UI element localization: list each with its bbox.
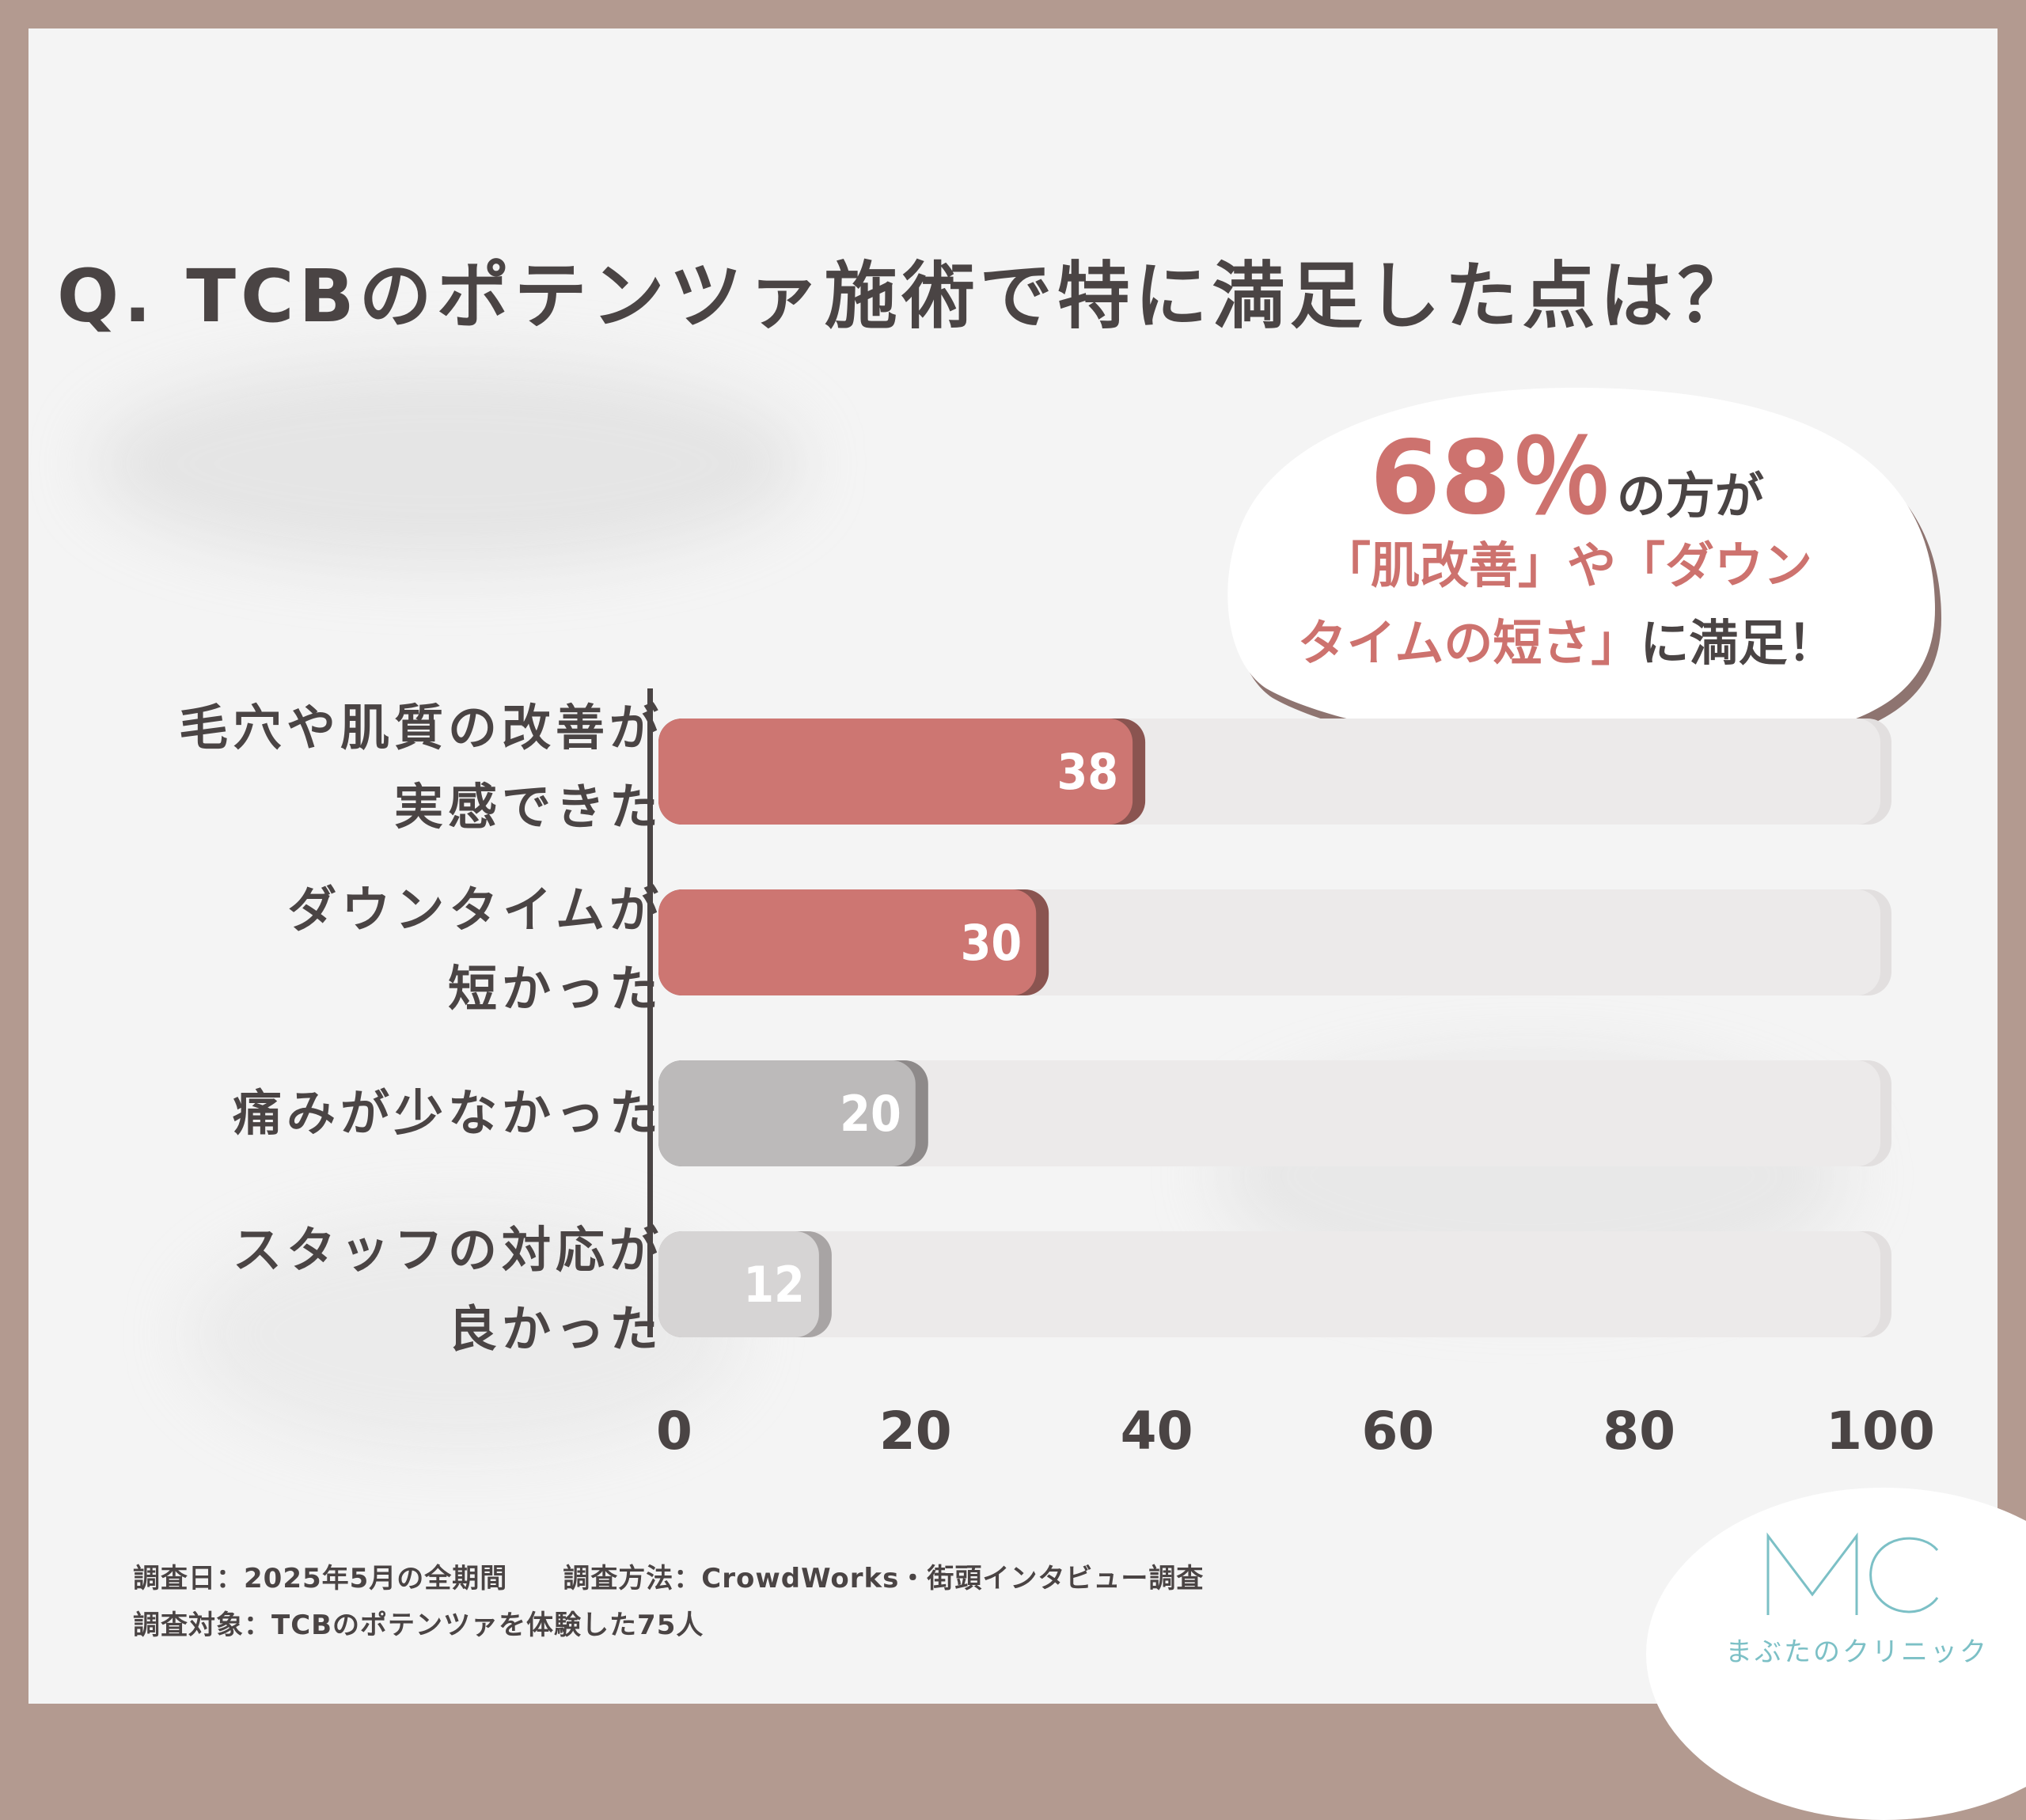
category-label-1: ダウンタイムが 短かった (287, 870, 663, 1029)
category-label-line: 良かった (447, 1300, 663, 1358)
footer-survey-info: 調査日：2025年5月の全期間 調査方法：CrowdWorks・街頭インタビュー… (133, 1563, 1205, 1594)
category-label-line: スタッフの対応が (232, 1221, 663, 1279)
category-label-line: 実感できた (393, 778, 663, 836)
logo-mc-icon (1766, 1532, 1939, 1615)
category-label-line: ダウンタイムが (287, 881, 663, 938)
bar-0 (658, 719, 1133, 825)
x-tick-label: 0 (656, 1401, 692, 1462)
bar-value-label: 38 (1057, 743, 1118, 801)
bar-chart-plot: 38 30 20 12 (658, 719, 1891, 1337)
category-label-2: 痛みが少なかった (233, 1074, 663, 1153)
category-label-line: 毛穴や肌質の改善が (178, 699, 663, 756)
category-label-3: スタッフの対応が 良かった (233, 1211, 663, 1369)
footer-survey-target: 調査対象：TCBのポテンツァを体験した75人 (133, 1610, 704, 1641)
chart-title: Q. TCBのポテンツァ施術で特に満足した点は？ (57, 254, 1755, 339)
callout-line3: タイムの短さ」に満足！ (1266, 603, 1868, 674)
bar-value-label: 20 (840, 1085, 901, 1143)
callout-percent: 68％ (1370, 419, 1613, 537)
bar-track (658, 1231, 1880, 1337)
x-tick-label: 60 (1361, 1401, 1435, 1462)
bar-value-label: 30 (961, 914, 1022, 972)
speech-bubble (1227, 388, 1941, 785)
logo-clinic-name: まぶたのクリニック (1725, 1636, 1989, 1668)
y-axis-line (647, 688, 653, 1337)
category-label-line: 短かった (447, 960, 663, 1018)
bar-track (658, 1060, 1880, 1166)
callout-line3-suffix: に満足！ (1640, 614, 1837, 672)
callout-line2: 「肌改善」や「ダウン (1321, 537, 1812, 594)
category-label-0: 毛穴や肌質の改善が 実感できた (179, 688, 663, 847)
bar-value-label: 12 (743, 1256, 805, 1314)
callout-line3-highlight: タイムの短さ」 (1297, 614, 1641, 672)
x-tick-label: 40 (1120, 1401, 1193, 1462)
category-label-line: 痛みが少なかった (232, 1084, 663, 1142)
bar-1 (658, 889, 1037, 995)
x-tick-label: 80 (1603, 1401, 1676, 1462)
callout-line1-suffix: の方が (1616, 467, 1764, 525)
callout-line1: 68％ の方が (1266, 396, 1868, 542)
background-shadow (92, 361, 804, 567)
x-tick-label: 100 (1826, 1401, 1935, 1462)
bar-3 (658, 1231, 819, 1337)
bar-2 (658, 1060, 916, 1166)
x-tick-label: 20 (878, 1401, 952, 1462)
